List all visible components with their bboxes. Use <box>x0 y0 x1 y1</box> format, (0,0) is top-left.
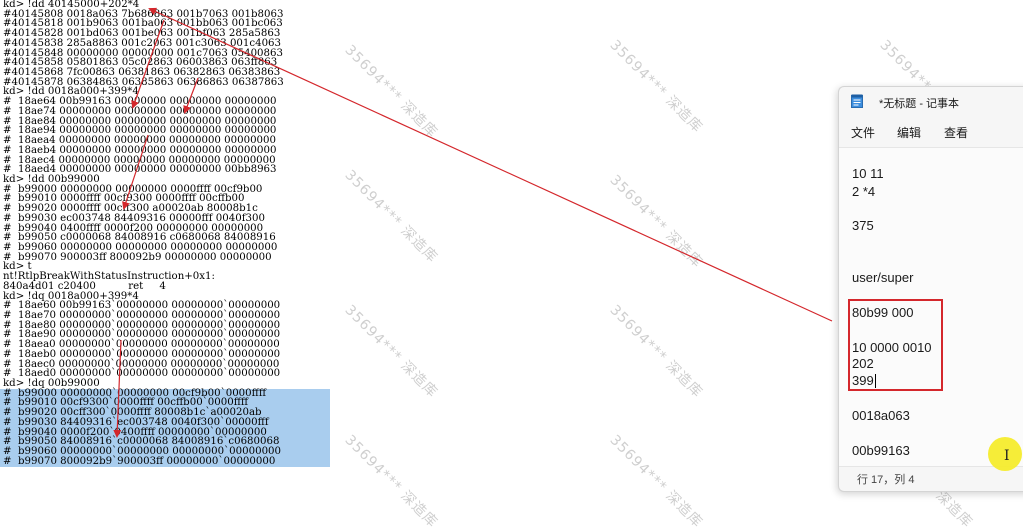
console-line: # 18aed0 00000000`00000000 00000000`0000… <box>3 368 281 380</box>
console-line: # 18aeb0 00000000`00000000 00000000`0000… <box>3 348 281 360</box>
text-line: 0018a063 <box>852 408 910 423</box>
text-line: 80b99 000 <box>852 305 914 320</box>
console-line: # 18aed4 00000000 00000000 00000000 00bb… <box>3 164 277 176</box>
console-line: # 18aea0 00000000`00000000 00000000`0000… <box>3 339 280 351</box>
console-line: # b99020 00cff300`0000ffff 80008b1c`a000… <box>0 408 330 418</box>
console-line: # b99010 00cf9300`0000ffff 00cffb00`0000… <box>0 398 330 409</box>
console-line: #40145858 05801863 05c02863 06003863 063… <box>3 57 278 69</box>
text-line: 10 11 <box>852 166 884 181</box>
console-line: 840a4d01 c20400 ret 4 <box>3 280 166 292</box>
menu-file[interactable]: 文件 <box>851 126 876 140</box>
console-line: #40145848 00000000 00000000 001c7063 054… <box>3 47 283 59</box>
arrow-pte-offset <box>183 77 199 114</box>
console-line: # 18ae60 00b99163`00000000 00000000`0000… <box>3 300 281 312</box>
console-line: # b99050 c0000068 84008916 c0680068 8400… <box>3 232 276 244</box>
arrow-to-pte-command <box>131 19 165 109</box>
console-line: kd> !dd 40145000+202*4 <box>3 0 140 10</box>
console-line: # b99040 0000f200`0400ffff 00000000`0000… <box>0 427 330 438</box>
console-line: # 18ae64 00b99163 00000000 00000000 0000… <box>3 96 277 108</box>
console-line: # b99000 00000000`00000000 00cf9b00`0000… <box>0 388 330 399</box>
text-line: 399 <box>852 373 874 388</box>
notepad-app-icon <box>851 94 863 108</box>
console-line: # b99010 0000ffff 00cf9300 0000ffff 00cf… <box>3 193 245 205</box>
notepad-titlebar[interactable]: *无标题 - 记事本 <box>839 87 1023 115</box>
notepad-status-position: 行 17，列 4 <box>857 474 915 486</box>
console-line: # 18ae84 00000000 00000000 00000000 0000… <box>3 115 277 127</box>
console-line: # 18ae70 00000000`00000000 00000000`0000… <box>3 310 281 321</box>
console-line: # b99000 00000000 00000000 0000ffff 00cf… <box>3 183 263 195</box>
console-line: # b99030 ec003748 84409316 00000fff 0040… <box>3 212 265 224</box>
console-line: nt!RtlpBreakWithStatusInstruction+0x1: <box>3 271 215 283</box>
arrow-to-pde-command <box>148 7 833 322</box>
text-line: user/super <box>852 270 914 285</box>
console-line: kd> !dd 00b99000 <box>3 173 100 185</box>
console-line: # b99070 800092b9`900003ff 00000000`0000… <box>0 456 330 467</box>
debugger-console[interactable]: kd> !dd 40145000+202*4 #40145808 0018a063… <box>0 0 330 529</box>
cursor-highlight <box>988 437 1022 471</box>
console-line: # b99060 00000000 00000000 00000000 0000… <box>3 241 278 253</box>
console-line: # 18aec0 00000000`00000000 00000000`0000… <box>3 358 280 370</box>
notepad-window[interactable]: *无标题 - 记事本 文件 编辑 查看 10 11 2 *4 375 user/… <box>838 86 1023 492</box>
i-beam-cursor-icon: I <box>1004 448 1010 464</box>
arrow-to-dq-dump <box>113 339 122 438</box>
console-line: # b99050 84008916`c0000068 84008916`c068… <box>0 437 330 448</box>
notepad-title: *无标题 - 记事本 <box>879 98 960 110</box>
console-line: # b99070 900003ff 800092b9 00000000 0000… <box>3 251 272 263</box>
text-caret <box>875 374 876 388</box>
console-line: #40145808 0018a063 7b686863 001b7063 001… <box>3 8 284 20</box>
menu-edit[interactable]: 编辑 <box>897 126 922 140</box>
console-line: # 18aea4 00000000 00000000 00000000 0000… <box>3 135 276 147</box>
console-line: # b99060 00000000`00000000 00000000`0000… <box>0 447 330 457</box>
text-line: 00b99163 <box>852 443 910 458</box>
console-line: #40145838 285a8863 001c2063 001c3063 001… <box>3 37 282 49</box>
console-line: # b99030 84409316`ec003748 0040f300`0000… <box>0 417 330 428</box>
console-line: #40145878 06384863 06385863 06386863 063… <box>3 76 284 88</box>
console-line: # 18aeb4 00000000 00000000 00000000 0000… <box>3 144 277 156</box>
console-line: # 18ae94 00000000 00000000 00000000 0000… <box>3 125 277 137</box>
notepad-menubar: 文件 编辑 查看 <box>839 115 1023 145</box>
notepad-text-area[interactable]: 10 11 2 *4 375 user/super 80b99 000 10 0… <box>839 147 1023 467</box>
console-line: # 18ae90 00000000`00000000 00000000`0000… <box>3 329 281 341</box>
console-line: kd> t <box>3 261 32 273</box>
text-line: 375 <box>852 218 874 233</box>
text-line: 202 <box>852 356 874 371</box>
console-line: #40145818 001b9063 001ba063 001bb063 001… <box>3 18 283 30</box>
text-line: 2 *4 <box>852 184 876 199</box>
text-line: 10 0000 0010 <box>852 340 932 355</box>
console-line: #40145868 7fc00863 06381863 06382863 063… <box>3 67 281 79</box>
console-line: #40145828 001bd063 001be063 001bf063 285… <box>3 28 281 40</box>
console-line: kd> !dd 0018a000+399*4 <box>3 86 139 98</box>
arrow-to-gdt-dump <box>122 134 149 210</box>
console-line: # b99040 0400ffff 0000f200 00000000 0000… <box>3 222 264 234</box>
console-line: # 18ae74 00000000 00000000 00000000 0000… <box>3 105 277 117</box>
menu-view[interactable]: 查看 <box>944 126 969 140</box>
console-line: kd> !dq 0018a000+399*4 <box>3 290 139 302</box>
console-line: kd> !dq 00b99000 <box>3 378 100 390</box>
console-line: # 18ae80 00000000`00000000 00000000`0000… <box>3 319 281 331</box>
